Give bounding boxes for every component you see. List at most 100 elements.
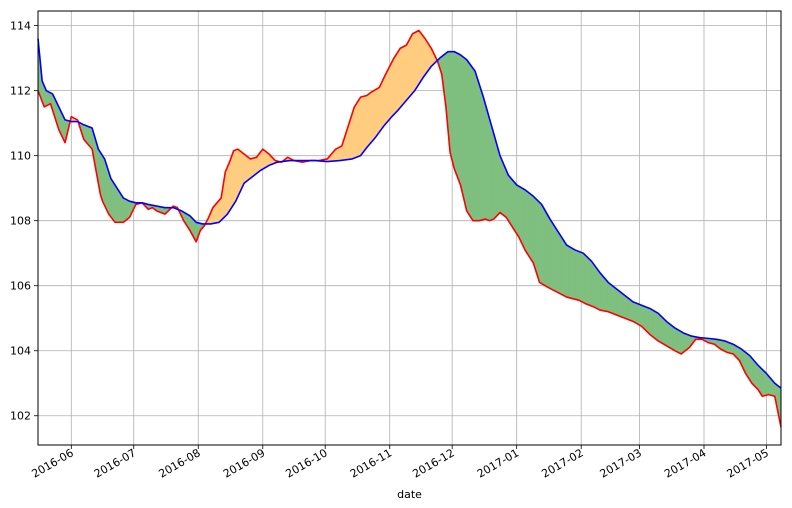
fill-segment-162	[374, 88, 378, 139]
fill-segment-296	[653, 310, 657, 340]
fill-segment-212	[478, 84, 482, 222]
fill-segment-253	[564, 240, 567, 298]
fill-segment-169	[389, 62, 393, 120]
fill-segment-268	[595, 266, 599, 310]
fill-segment-241	[539, 201, 542, 285]
fill-segment-249	[555, 227, 559, 294]
fill-segment-298	[657, 312, 661, 343]
fill-segment-152	[354, 102, 357, 159]
plot-frame	[37, 10, 782, 446]
fill-segment-223	[501, 160, 505, 217]
fill-segment-235	[526, 190, 530, 258]
fill-segment-208	[470, 64, 474, 222]
fill-segment-185	[422, 35, 426, 79]
y-tick-label-6: 114	[10, 20, 31, 33]
fill-segment-308	[678, 329, 682, 355]
fill-segment-278	[616, 288, 619, 317]
fill-segment-153	[356, 99, 359, 158]
fill-segment-276	[612, 285, 615, 315]
series-lines	[37, 29, 782, 428]
fill-segment-209	[472, 67, 476, 221]
fill-segment-101	[247, 156, 251, 181]
fill-segment-182	[416, 30, 420, 89]
fill-segment-250	[558, 231, 561, 295]
fill-segment-171	[393, 53, 397, 116]
fill-segment-273	[605, 279, 609, 313]
fill-segment-301	[664, 318, 667, 347]
fill-segment-307	[676, 328, 680, 354]
fill-segment-238	[533, 195, 536, 270]
fill-segment-246	[549, 218, 553, 290]
fill-segment-156	[362, 95, 366, 154]
fill-segment-248	[553, 224, 557, 293]
fill-segment-270	[599, 271, 603, 311]
fill-segment-36	[112, 180, 116, 224]
fill-segment-180	[412, 32, 416, 94]
fill-segment-232	[520, 186, 524, 246]
fill-segment-286	[632, 301, 636, 324]
fill-segment-43	[127, 199, 130, 220]
fill-segment-168	[387, 66, 391, 123]
fill-segment-144	[337, 146, 341, 162]
fill-segment-210	[474, 71, 478, 221]
fill-segment-292	[645, 306, 649, 334]
fill-segment-294	[649, 307, 653, 337]
fill-segment-264	[587, 256, 590, 306]
fill-segment-213	[480, 90, 484, 221]
red-series-line	[37, 29, 782, 428]
fill-segment-236	[528, 192, 532, 261]
fill-segment-31	[102, 154, 105, 206]
fill-segment-289	[639, 303, 642, 327]
fill-segment-158	[366, 93, 370, 149]
fill-segment-109	[264, 150, 268, 169]
fill-segment-274	[607, 281, 611, 313]
fill-segment-229	[514, 181, 517, 235]
fill-segment-285	[630, 299, 634, 322]
fill-segment-348	[761, 368, 765, 397]
fill-segment-230	[516, 184, 520, 238]
y-tick-label-0: 102	[10, 410, 31, 423]
fill-segment-333	[730, 342, 734, 355]
fill-segment-231	[518, 185, 522, 242]
fill-segment-244	[545, 210, 549, 288]
fill-segment-295	[651, 309, 655, 339]
fill-segment-216	[487, 111, 490, 222]
fill-segment-145	[339, 145, 343, 161]
fill-segment-233	[522, 188, 526, 251]
fill-segment-343	[751, 357, 755, 387]
fill-segment-170	[391, 58, 395, 118]
fill-segment-237	[530, 194, 534, 264]
fill-segment-86	[216, 199, 220, 224]
y-tick-label-4: 110	[10, 150, 31, 163]
fill-segment-227	[510, 176, 513, 229]
fill-segment-239	[535, 197, 538, 277]
fill-segment-184	[420, 32, 424, 82]
fill-segment-39	[118, 190, 122, 223]
fill-segment-267	[593, 263, 597, 309]
fill-segment-226	[508, 174, 511, 225]
fill-segment-92	[229, 156, 232, 212]
fill-segment-176	[403, 44, 407, 104]
fill-segment-35	[110, 177, 114, 221]
fill-segment-167	[385, 70, 388, 125]
fill-segment-178	[408, 37, 411, 99]
fill-segment-290	[641, 304, 644, 330]
fill-segment-211	[476, 77, 480, 221]
fill-segment-99	[243, 153, 247, 184]
fill-segment-103	[252, 157, 255, 178]
fill-segment-303	[668, 322, 671, 349]
fill-segment-42	[125, 198, 128, 222]
fill-segment-179	[410, 33, 413, 97]
fill-segment-309	[680, 331, 684, 355]
fill-segment-218	[491, 126, 495, 221]
fill-segment-280	[620, 291, 624, 318]
fill-segment-277	[614, 286, 617, 316]
fill-segment-37	[114, 183, 118, 223]
fill-segment-154	[358, 96, 361, 157]
fill-segment-97	[239, 150, 243, 193]
fill-segment-204	[462, 55, 465, 203]
fill-segment-100	[245, 155, 249, 183]
fill-segment-217	[489, 119, 493, 222]
fill-segment-247	[551, 221, 555, 292]
fill-segment-183	[418, 29, 422, 86]
